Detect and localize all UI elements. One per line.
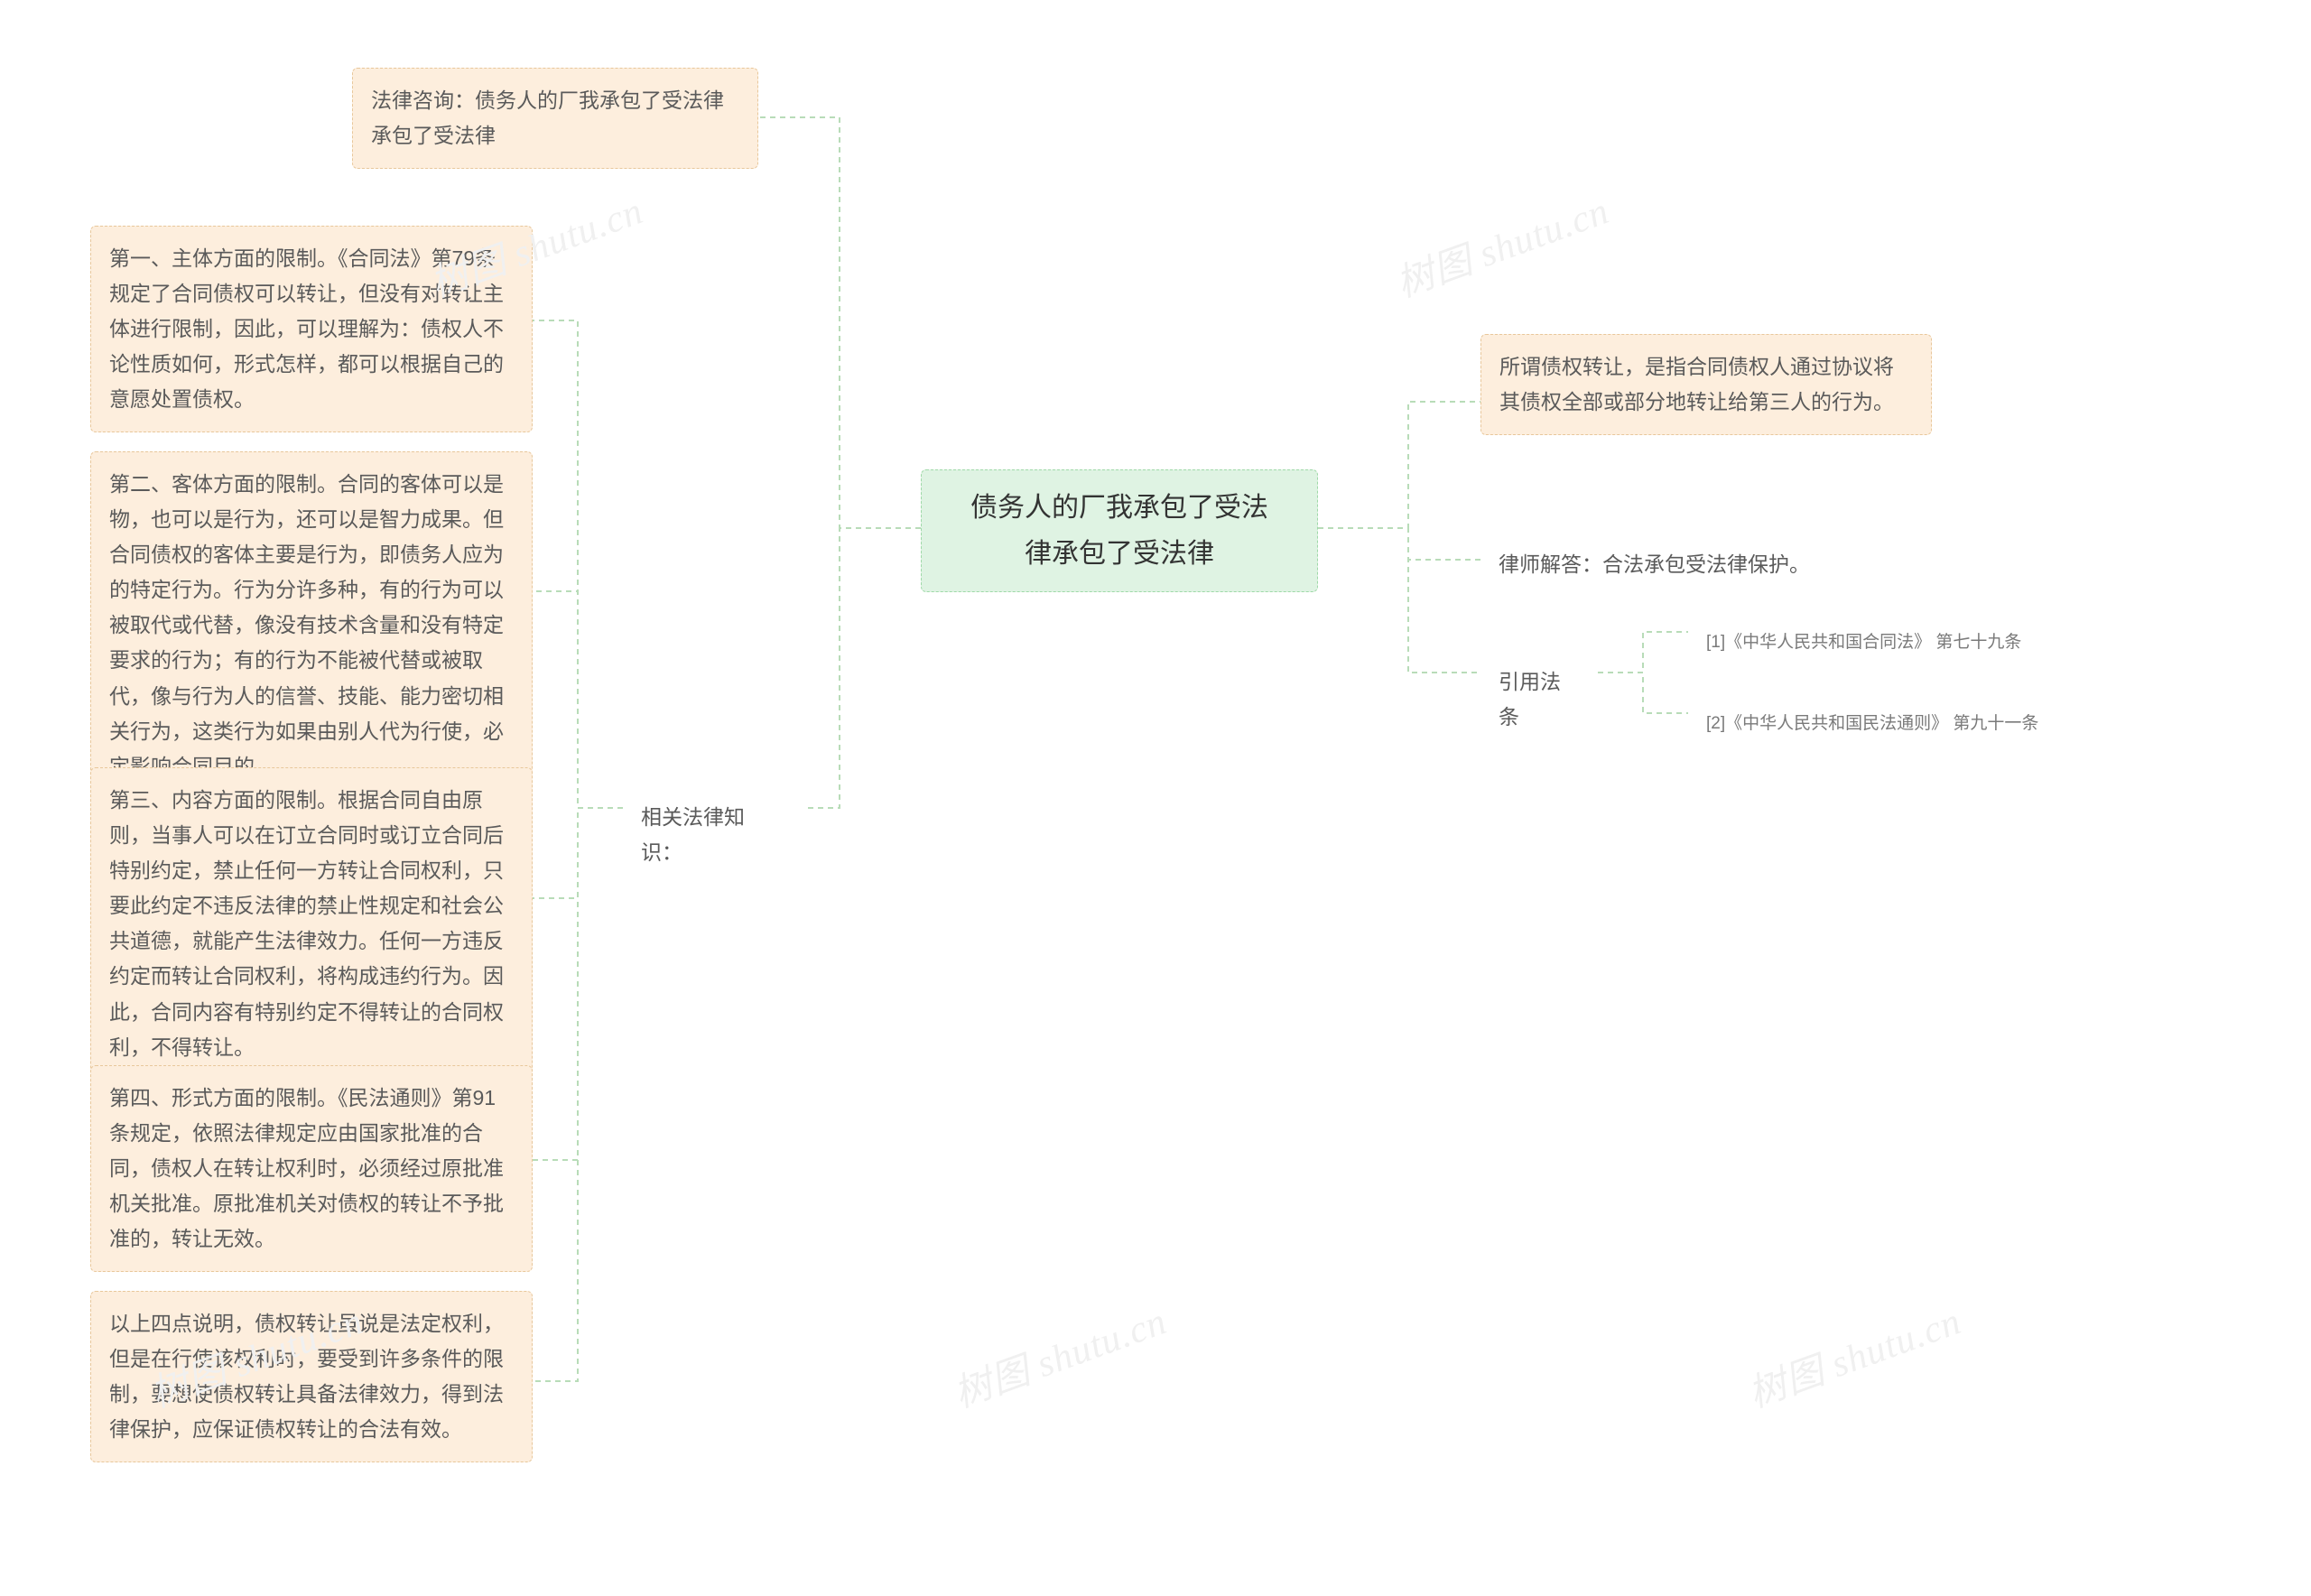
legal-consult-node: 法律咨询：债务人的厂我承包了受法律承包了受法律 (352, 68, 758, 169)
citation-item-text: [2]《中华人民共和国民法通则》 第九十一条 (1706, 714, 2038, 733)
legal-knowledge-label: 相关法律知识： (623, 785, 803, 885)
legal-item: 第四、形式方面的限制。《民法通则》第91条规定，依照法律规定应由国家批准的合同，… (90, 1065, 533, 1272)
legal-item: 第三、内容方面的限制。根据合同自由原则，当事人可以在订立合同时或订立合同后特别约… (90, 767, 533, 1081)
citation-label-text: 引用法条 (1499, 670, 1561, 728)
legal-item-text: 第一、主体方面的限制。《合同法》第79条规定了合同债权可以转让，但没有对转让主体… (109, 246, 504, 411)
watermark: 树图 shutu.cn (1388, 181, 1616, 309)
legal-item: 第二、客体方面的限制。合同的客体可以是物，也可以是行为，还可以是智力成果。但合同… (90, 451, 533, 800)
citation-label-node: 引用法条 (1480, 650, 1598, 749)
center-topic-text: 债务人的厂我承包了受法律承包了受法律 (970, 493, 1268, 569)
citation-item: [2]《中华人民共和国民法通则》 第九十一条 (1688, 695, 2121, 753)
legal-item-text: 第三、内容方面的限制。根据合同自由原则，当事人可以在订立合同时或订立合同后特别约… (109, 788, 504, 1059)
legal-item-text: 第二、客体方面的限制。合同的客体可以是物，也可以是行为，还可以是智力成果。但合同… (109, 472, 504, 778)
legal-item: 以上四点说明，债权转让虽说是法定权利，但是在行使该权利时，要受到许多条件的限制，… (90, 1291, 533, 1462)
legal-knowledge-label-text: 相关法律知识： (641, 805, 745, 864)
legal-item-text: 以上四点说明，债权转让虽说是法定权利，但是在行使该权利时，要受到许多条件的限制，… (109, 1312, 504, 1441)
watermark: 树图 shutu.cn (945, 1291, 1174, 1419)
center-topic: 债务人的厂我承包了受法律承包了受法律 (921, 469, 1318, 592)
legal-consult-text: 法律咨询：债务人的厂我承包了受法律承包了受法律 (371, 88, 724, 147)
lawyer-answer-text: 律师解答：合法承包受法律保护。 (1499, 552, 1810, 576)
citation-item-text: [1]《中华人民共和国合同法》 第七十九条 (1706, 633, 2021, 652)
lawyer-answer-node: 律师解答：合法承包受法律保护。 (1480, 533, 1869, 597)
definition-node: 所谓债权转让，是指合同债权人通过协议将其债权全部或部分地转让给第三人的行为。 (1480, 334, 1932, 435)
legal-item: 第一、主体方面的限制。《合同法》第79条规定了合同债权可以转让，但没有对转让主体… (90, 226, 533, 432)
watermark: 树图 shutu.cn (1740, 1291, 1968, 1419)
citation-item: [1]《中华人民共和国合同法》 第七十九条 (1688, 614, 2103, 672)
legal-item-text: 第四、形式方面的限制。《民法通则》第91条规定，依照法律规定应由国家批准的合同，… (109, 1086, 504, 1250)
definition-text: 所谓债权转让，是指合同债权人通过协议将其债权全部或部分地转让给第三人的行为。 (1499, 355, 1894, 413)
